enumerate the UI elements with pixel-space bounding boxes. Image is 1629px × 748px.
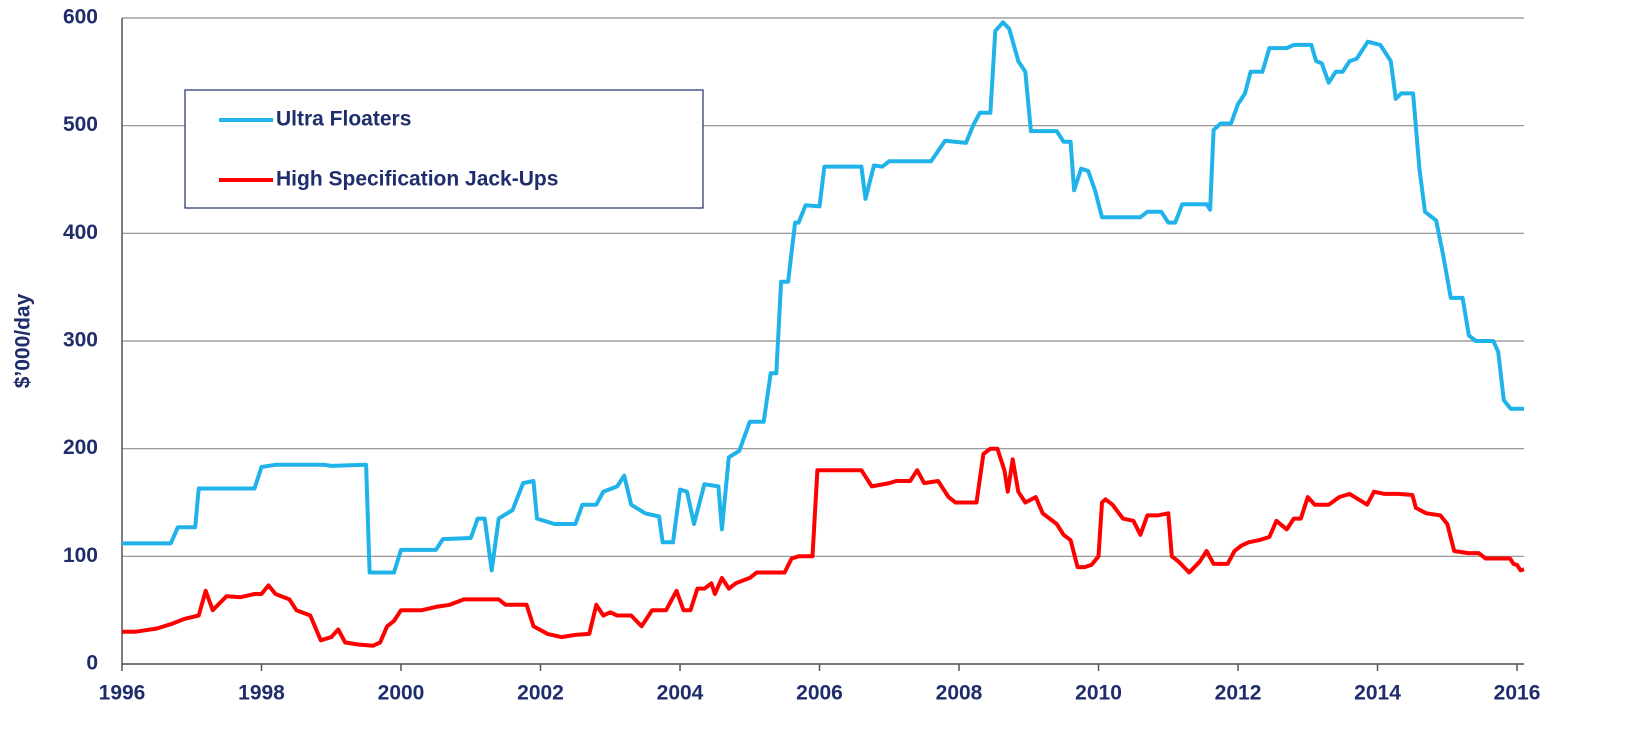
x-tick-label: 2016 bbox=[1494, 682, 1541, 705]
x-tick-label: 2012 bbox=[1215, 682, 1262, 705]
x-tick-label: 2000 bbox=[378, 682, 425, 705]
y-axis-label: $’000/day bbox=[12, 293, 35, 388]
legend-label: High Specification Jack-Ups bbox=[276, 168, 558, 191]
x-tick-label: 2002 bbox=[517, 682, 564, 705]
y-tick-label: 300 bbox=[63, 329, 98, 352]
series-line bbox=[122, 20, 1524, 575]
y-tick-label: 400 bbox=[63, 221, 98, 244]
x-tick-label: 2014 bbox=[1354, 682, 1401, 705]
x-tick-label: 2004 bbox=[657, 682, 704, 705]
series-line bbox=[122, 446, 1525, 648]
x-tick-label: 1998 bbox=[238, 682, 285, 705]
y-tick-label: 100 bbox=[63, 544, 98, 567]
y-tick-label: 600 bbox=[63, 6, 98, 29]
legend-box bbox=[184, 89, 704, 209]
x-tick-label: 2006 bbox=[796, 682, 843, 705]
legend-label: Ultra Floaters bbox=[276, 108, 411, 131]
x-tick-label: 2010 bbox=[1075, 682, 1122, 705]
y-tick-label: 0 bbox=[86, 652, 98, 675]
x-tick-label: 2008 bbox=[936, 682, 983, 705]
y-tick-label: 500 bbox=[63, 113, 98, 136]
y-tick-label: 200 bbox=[63, 436, 98, 459]
x-tick-label: 1996 bbox=[99, 682, 146, 705]
